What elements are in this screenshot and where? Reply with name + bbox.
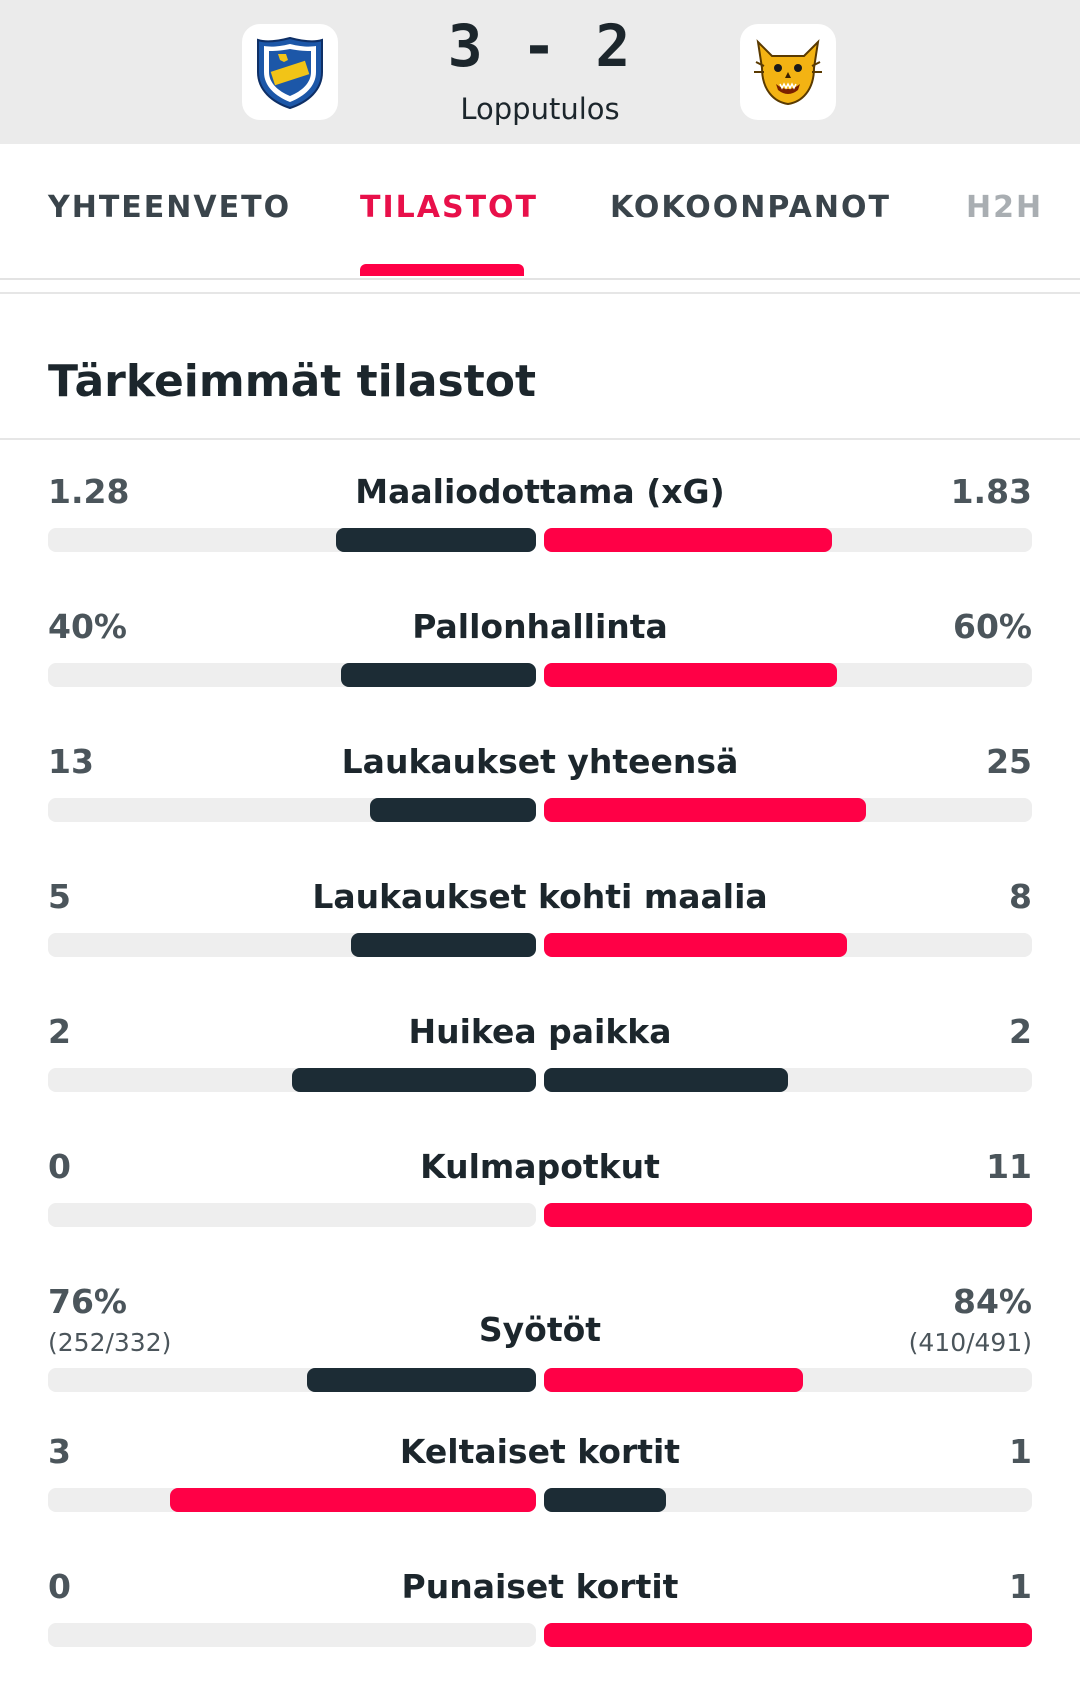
home-bar-fill — [170, 1488, 536, 1512]
home-stat-detail: (252/332) — [48, 1328, 172, 1357]
home-stat-value: 0 — [48, 1567, 71, 1606]
tab-kokoonpanot[interactable]: KOKOONPANOT — [610, 190, 891, 225]
stat-row: 0 Kulmapotkut 11 — [0, 1147, 1080, 1267]
away-stat-value: 25 — [986, 742, 1032, 781]
home-bar-fill — [370, 798, 536, 822]
away-stat-value: 11 — [986, 1147, 1032, 1186]
home-bar-track — [48, 798, 536, 822]
tab-bar: YHTEENVETO TILASTOT KOKOONPANOT H2H — [0, 144, 1080, 280]
stat-label: Huikea paikka — [408, 1012, 672, 1051]
ifk-mariehamn-crest-icon — [257, 36, 323, 110]
stat-label: Punaiset kortit — [401, 1567, 679, 1606]
away-bar-fill — [544, 528, 832, 552]
stat-row: 40% Pallonhallinta 60% — [0, 607, 1080, 727]
section-divider — [0, 438, 1080, 440]
stat-row: 1.28 Maaliodottama (xG) 1.83 — [0, 472, 1080, 592]
home-stat-value: 76% — [48, 1282, 127, 1321]
away-stat-value: 60% — [953, 607, 1032, 646]
home-stat-value: 40% — [48, 607, 127, 646]
away-stat-value: 1 — [1009, 1432, 1032, 1471]
away-bar-track — [544, 528, 1032, 552]
stat-row: 2 Huikea paikka 2 — [0, 1012, 1080, 1132]
away-stat-value: 2 — [1009, 1012, 1032, 1051]
stat-row: 13 Laukaukset yhteensä 25 — [0, 742, 1080, 862]
section-title: Tärkeimmät tilastot — [48, 356, 536, 407]
away-bar-fill — [544, 933, 847, 957]
home-bar-track — [48, 1068, 536, 1092]
home-bar-fill — [351, 933, 536, 957]
home-bar-track — [48, 1488, 536, 1512]
away-bar-fill — [544, 1488, 666, 1512]
away-bar-track — [544, 663, 1032, 687]
away-bar-track — [544, 1623, 1032, 1647]
tab-h2h[interactable]: H2H — [966, 190, 1044, 225]
away-stat-value: 1 — [1009, 1567, 1032, 1606]
match-header: 3 - 2 Lopputulos — [0, 0, 1080, 144]
tab-tilastot[interactable]: TILASTOT — [360, 190, 538, 225]
stat-label: Kulmapotkut — [420, 1147, 660, 1186]
stat-label: Maaliodottama (xG) — [355, 472, 725, 511]
away-bar-fill — [544, 798, 866, 822]
home-stat-value: 3 — [48, 1432, 71, 1471]
away-bar-fill — [544, 1368, 803, 1392]
away-bar-fill — [544, 1068, 788, 1092]
stat-label: Syötöt — [478, 1310, 602, 1349]
stat-row: 3 Keltaiset kortit 1 — [0, 1432, 1080, 1552]
home-team-logo[interactable] — [242, 24, 338, 120]
home-bar-track — [48, 933, 536, 957]
away-team-logo[interactable] — [740, 24, 836, 120]
match-score: 3 - 2 — [447, 12, 633, 80]
away-bar-track — [544, 933, 1032, 957]
away-stat-value: 8 — [1009, 877, 1032, 916]
home-stat-value: 1.28 — [48, 472, 130, 511]
stat-label: Pallonhallinta — [412, 607, 668, 646]
away-stat-value: 84% — [953, 1282, 1032, 1321]
away-bar-track — [544, 1488, 1032, 1512]
home-bar-track — [48, 1368, 536, 1392]
match-status: Lopputulos — [460, 92, 620, 126]
stat-row: 0 Punaiset kortit 1 — [0, 1567, 1080, 1687]
home-bar-fill — [341, 663, 536, 687]
away-stat-value: 1.83 — [950, 472, 1032, 511]
home-bar-track — [48, 663, 536, 687]
ilves-lynx-crest-icon — [754, 39, 822, 106]
home-stat-value: 5 — [48, 877, 71, 916]
away-bar-fill — [544, 1203, 1032, 1227]
stat-label: Laukaukset kohti maalia — [312, 877, 768, 916]
away-bar-track — [544, 1368, 1032, 1392]
home-bar-track — [48, 1203, 536, 1227]
home-stat-value: 13 — [48, 742, 94, 781]
home-stat-value: 0 — [48, 1147, 71, 1186]
tab-yhteenveto[interactable]: YHTEENVETO — [48, 190, 292, 225]
away-stat-detail: (410/491) — [908, 1328, 1032, 1357]
home-bar-track — [48, 1623, 536, 1647]
away-bar-track — [544, 1203, 1032, 1227]
home-bar-fill — [336, 528, 536, 552]
away-bar-fill — [544, 663, 837, 687]
active-tab-indicator — [360, 264, 524, 276]
stat-label: Laukaukset yhteensä — [341, 742, 739, 781]
stat-row: 5 Laukaukset kohti maalia 8 — [0, 877, 1080, 997]
away-bar-fill — [544, 1623, 1032, 1647]
home-stat-value: 2 — [48, 1012, 71, 1051]
home-bar-fill — [292, 1068, 536, 1092]
away-bar-track — [544, 798, 1032, 822]
away-bar-track — [544, 1068, 1032, 1092]
home-bar-fill — [307, 1368, 536, 1392]
stat-row: 76% Syötöt 84% (252/332) (410/491) — [0, 1282, 1080, 1402]
section-divider — [0, 292, 1080, 294]
stat-label: Keltaiset kortit — [399, 1432, 681, 1471]
home-bar-track — [48, 528, 536, 552]
